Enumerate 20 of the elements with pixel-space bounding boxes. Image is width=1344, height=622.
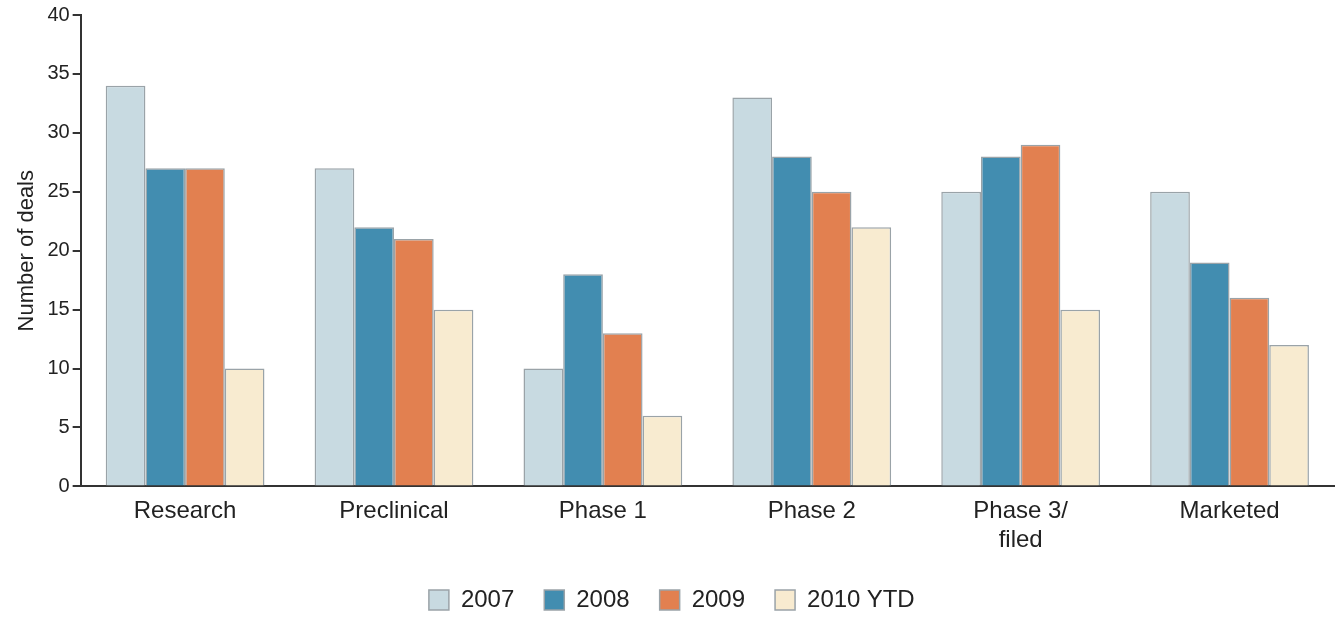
y-tick-label: 10 <box>47 356 70 379</box>
y-tick-label: 40 <box>47 2 70 25</box>
x-tick-label: Preclinical <box>339 496 449 524</box>
y-tick-label: 30 <box>47 120 70 143</box>
legend-label: 2008 <box>576 584 630 612</box>
y-tick-label: 0 <box>58 473 70 496</box>
y-tick-label: 25 <box>47 179 70 202</box>
x-tick-label: Marketed <box>1179 496 1280 524</box>
y-tick-label: 20 <box>47 238 70 261</box>
y-tick-label: 35 <box>47 61 70 84</box>
x-tick-label: Phase 2 <box>767 496 856 524</box>
legend-label: 2007 <box>460 584 515 612</box>
y-tick-label: 5 <box>58 414 70 437</box>
x-tick-label: Phase 3/ filed <box>973 496 1069 553</box>
legend-label: 2009 <box>691 584 746 612</box>
legend-label: 2010 YTD <box>807 584 915 612</box>
y-axis-title: Number of deals <box>13 169 39 332</box>
x-tick-label: Phase 1 <box>558 496 647 524</box>
y-tick-label: 15 <box>47 297 70 320</box>
x-tick-label: Research <box>133 496 237 524</box>
